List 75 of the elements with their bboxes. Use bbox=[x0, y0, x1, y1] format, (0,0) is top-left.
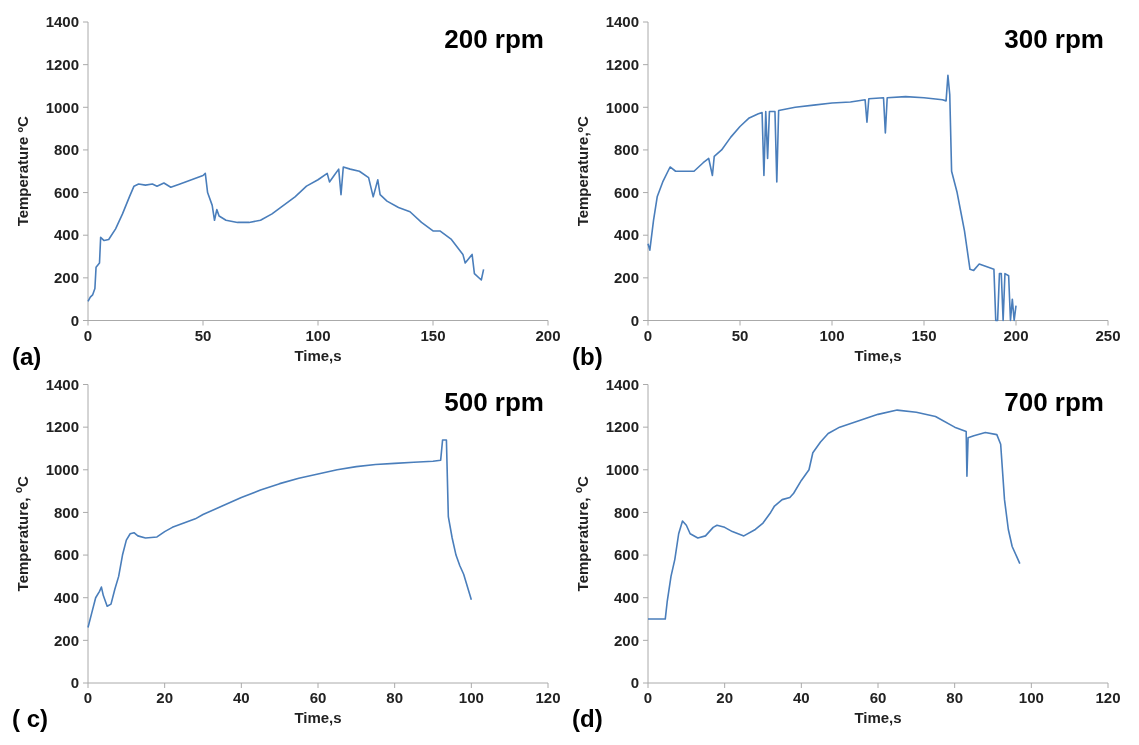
y-tick-label: 1000 bbox=[605, 98, 639, 116]
y-tick-label: 1400 bbox=[605, 375, 639, 393]
x-tick-label: 120 bbox=[535, 689, 561, 706]
y-tick-label: 800 bbox=[53, 503, 79, 521]
x-axis-title: Time,s bbox=[854, 346, 902, 364]
y-tick-label: 200 bbox=[613, 269, 639, 287]
x-tick-label: 50 bbox=[194, 326, 212, 344]
line-series bbox=[87, 439, 473, 629]
y-tick-label: 1200 bbox=[45, 418, 79, 436]
annotation: 700 rpm bbox=[1004, 386, 1104, 417]
y-tick-label: 0 bbox=[70, 311, 79, 329]
x-tick-label: 100 bbox=[305, 326, 331, 344]
x-tick-label: 100 bbox=[819, 326, 845, 344]
x-tick-label: 80 bbox=[946, 689, 964, 706]
y-tick-label: 200 bbox=[613, 631, 639, 649]
y-tick-label: 600 bbox=[613, 183, 639, 201]
x-tick-label: 100 bbox=[458, 689, 484, 706]
y-tick-label: 600 bbox=[613, 546, 639, 564]
y-tick-label: 800 bbox=[613, 141, 639, 159]
y-tick-label: 400 bbox=[613, 588, 639, 606]
y-tick-label: 600 bbox=[53, 546, 79, 564]
y-tick-label: 1200 bbox=[605, 55, 639, 73]
line-series bbox=[647, 409, 1021, 620]
text: ( c) bbox=[12, 705, 48, 732]
y-tick-label: 1000 bbox=[45, 98, 79, 116]
x-tick-label: 80 bbox=[386, 689, 404, 706]
y-tick-label: 200 bbox=[53, 631, 79, 649]
x-tick-label: 100 bbox=[1018, 689, 1044, 706]
x-tick-label: 60 bbox=[309, 689, 327, 706]
y-tick-label: 1000 bbox=[45, 461, 79, 479]
text: (b) bbox=[572, 342, 603, 370]
x-axis-title: Time,s bbox=[854, 709, 902, 726]
text: (d) bbox=[572, 705, 603, 732]
line-series bbox=[87, 166, 485, 303]
y-tick-label: 800 bbox=[53, 141, 79, 159]
x-tick-label: 20 bbox=[156, 689, 174, 706]
x-tick-label: 0 bbox=[83, 689, 93, 706]
y-tick-label: 400 bbox=[53, 226, 79, 244]
y-tick-label: 600 bbox=[53, 183, 79, 201]
y-tick-label: 1000 bbox=[605, 461, 639, 479]
x-tick-label: 0 bbox=[83, 326, 93, 344]
y-tick-label: 0 bbox=[70, 674, 79, 692]
y-tick-label: 800 bbox=[613, 503, 639, 521]
y-tick-label: 0 bbox=[630, 674, 639, 692]
x-tick-label: 250 bbox=[1095, 326, 1121, 344]
x-tick-label: 200 bbox=[535, 326, 561, 344]
x-tick-label: 50 bbox=[731, 326, 749, 344]
y-tick-label: 1400 bbox=[45, 375, 79, 393]
y-tick-label: 1200 bbox=[45, 55, 79, 73]
x-tick-label: 150 bbox=[911, 326, 937, 344]
text: (a) bbox=[12, 342, 42, 370]
x-axis-title: Time,s bbox=[294, 709, 342, 726]
x-tick-label: 120 bbox=[1095, 689, 1121, 706]
y-tick-label: 400 bbox=[53, 588, 79, 606]
y-tick-label: 0 bbox=[630, 311, 639, 329]
x-tick-label: 40 bbox=[792, 689, 810, 706]
line-series bbox=[647, 74, 1017, 322]
annotation: 300 rpm bbox=[1004, 24, 1104, 54]
annotation: 200 rpm bbox=[444, 24, 544, 54]
y-axis-title: Temperature ºC bbox=[14, 115, 31, 227]
x-tick-label: 20 bbox=[716, 689, 734, 706]
x-tick-label: 40 bbox=[232, 689, 250, 706]
x-tick-label: 200 bbox=[1003, 326, 1029, 344]
y-tick-label: 1400 bbox=[45, 13, 79, 31]
annotation: 500 rpm bbox=[444, 386, 544, 417]
y-tick-label: 200 bbox=[53, 269, 79, 287]
y-tick-label: 1400 bbox=[605, 13, 639, 31]
y-tick-label: 400 bbox=[613, 226, 639, 244]
y-axis-title: Temperature,ºC bbox=[574, 115, 591, 227]
y-tick-label: 1200 bbox=[605, 418, 639, 436]
x-axis-title: Time,s bbox=[294, 346, 342, 364]
x-tick-label: 150 bbox=[420, 326, 446, 344]
x-tick-label: 0 bbox=[643, 326, 653, 344]
x-tick-label: 0 bbox=[643, 689, 653, 706]
x-tick-label: 60 bbox=[869, 689, 887, 706]
